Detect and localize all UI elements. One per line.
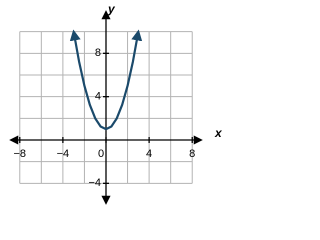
y-tick-label: 4 (95, 91, 101, 103)
y-tick-label: 8 (95, 47, 101, 59)
x-tick-label: −4 (57, 148, 70, 160)
curve (69, 29, 143, 131)
x-tick-label: 8 (189, 148, 195, 160)
x-axis-label: x (214, 126, 223, 140)
chart: x y −8 −4 0 4 8 −4 4 8 (9, 2, 223, 205)
x-tick-label: −8 (14, 148, 27, 160)
x-tick-label: 4 (146, 148, 152, 160)
y-tick-label: −4 (88, 177, 101, 189)
x-tick-label: 0 (98, 148, 104, 160)
y-axis-label: y (107, 2, 116, 16)
